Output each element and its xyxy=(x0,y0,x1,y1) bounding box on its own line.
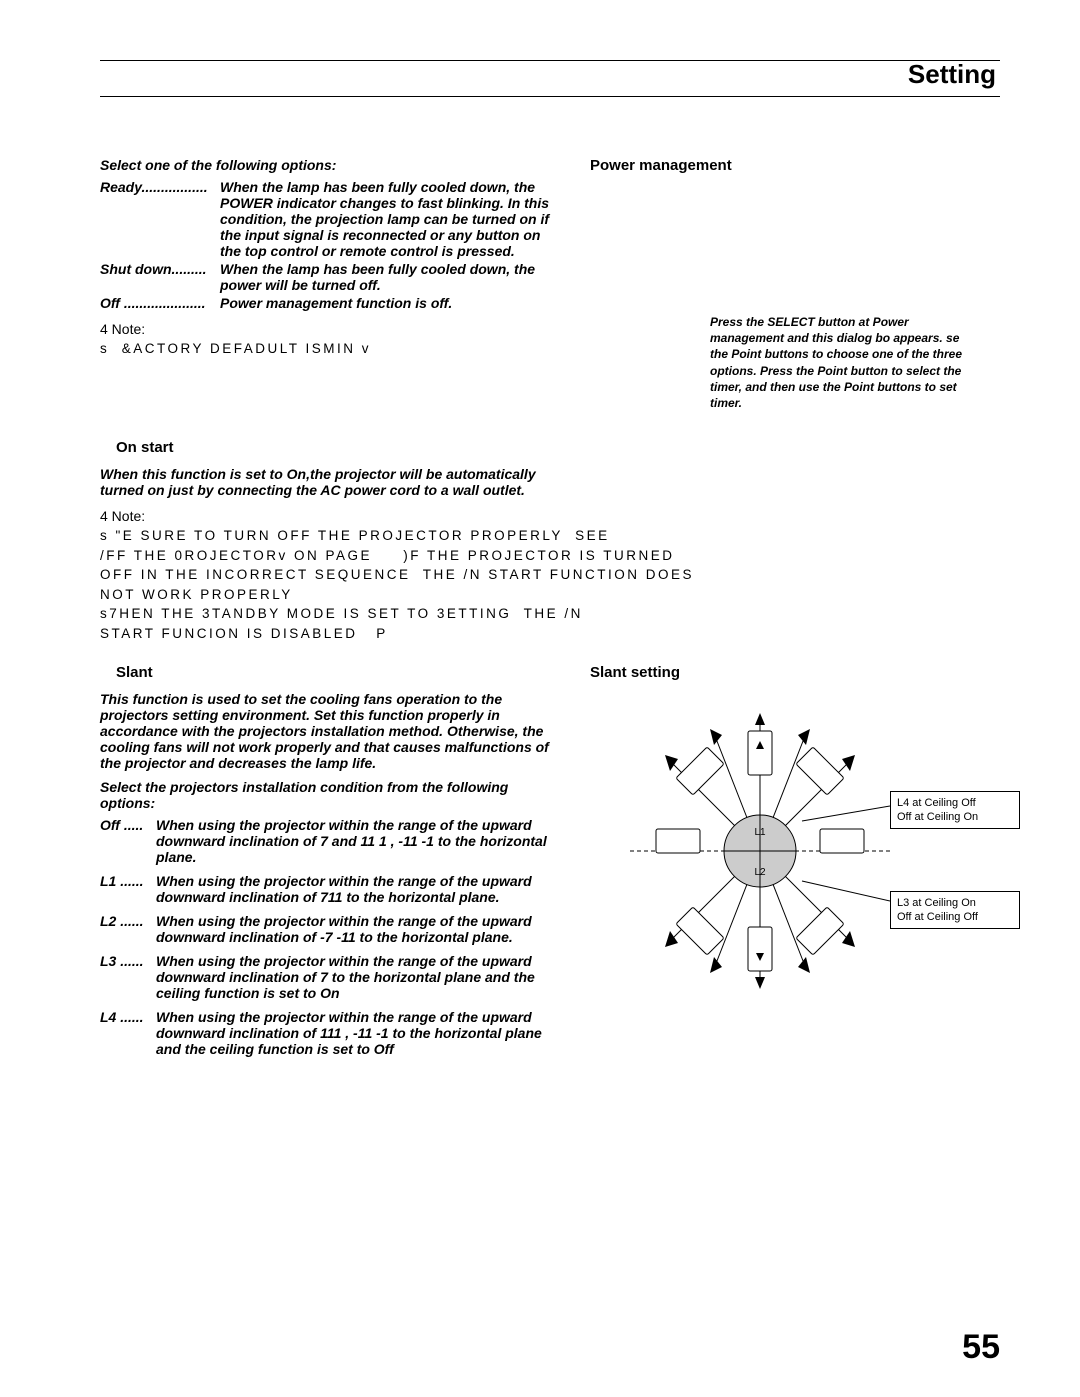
slant-val: When using the projector within the rang… xyxy=(156,873,560,905)
slant-key: L1 ...... xyxy=(100,873,156,905)
legend-bot-l1: L3 at Ceiling On xyxy=(897,896,1013,910)
slant-list: Off ..... When using the projector withi… xyxy=(100,817,560,1057)
slant-key: L3 ...... xyxy=(100,953,156,1001)
pm-val: When the lamp has been fully cooled down… xyxy=(220,261,560,293)
slant-row-l2: L2 ...... When using the projector withi… xyxy=(100,913,560,945)
slant-key: Off ..... xyxy=(100,817,156,865)
legend-bot: L3 at Ceiling On Off at Ceiling Off xyxy=(890,891,1020,930)
diagram-l2: L2 xyxy=(754,867,766,878)
pm-row-off: Off ..................... Power manageme… xyxy=(100,295,560,311)
slant-row-l1: L1 ...... When using the projector withi… xyxy=(100,873,560,905)
slant-val: When using the projector within the rang… xyxy=(156,1009,560,1057)
pm-row-shutdown: Shut down......... When the lamp has bee… xyxy=(100,261,560,293)
slant-left: Slant This function is used to set the c… xyxy=(100,664,560,1065)
slant-heading: Slant xyxy=(116,664,560,681)
slant-key: L2 ...... xyxy=(100,913,156,945)
slant-lead2: Select the projectors installation condi… xyxy=(100,779,560,811)
power-mgmt-lead: Select one of the following options: xyxy=(100,157,560,173)
header-rule-bottom xyxy=(100,96,1000,97)
on-start-note-body: s "E SURE TO TURN OFF THE PROJECTOR PROP… xyxy=(100,526,1000,643)
page-number: 55 xyxy=(962,1328,1000,1367)
on-start-lead: When this function is set to On,the proj… xyxy=(100,466,570,498)
slant-val: When using the projector within the rang… xyxy=(156,953,560,1001)
slant-svg: L1 L2 xyxy=(590,701,990,1001)
power-mgmt-left: Select one of the following options: Rea… xyxy=(100,157,560,411)
power-mgmt-heading: Power management xyxy=(590,157,1000,174)
pm-val: When the lamp has been fully cooled down… xyxy=(220,179,560,259)
pm-note-label: 4 Note: xyxy=(100,321,560,337)
on-start-note-label: 4 Note: xyxy=(100,508,1000,524)
on-start-section: On start When this function is set to On… xyxy=(100,439,1000,643)
pm-key: Shut down......... xyxy=(100,261,220,293)
slant-row-l4: L4 ...... When using the projector withi… xyxy=(100,1009,560,1057)
legend-bot-l2: Off at Ceiling Off xyxy=(897,910,1013,924)
legend-top-l2: Off at Ceiling On xyxy=(897,810,1013,824)
slant-right-heading: Slant setting xyxy=(590,664,1000,681)
power-mgmt-caption: Press the SELECT button at Power managem… xyxy=(710,314,970,411)
slant-diagram: L1 L2 xyxy=(590,701,1000,1006)
pm-val: Power management function is off. xyxy=(220,295,560,311)
power-mgmt-right: Power management Press the SELECT button… xyxy=(590,157,1000,411)
pm-key: Ready................. xyxy=(100,179,220,259)
diagram-l1: L1 xyxy=(754,827,766,838)
slant-lead1: This function is used to set the cooling… xyxy=(100,691,560,771)
slant-val: When using the projector within the rang… xyxy=(156,817,560,865)
pm-note-body: s &ACTORY DEFADULT ISMIN v xyxy=(100,339,560,359)
slant-key: L4 ...... xyxy=(100,1009,156,1057)
legend-top: L4 at Ceiling Off Off at Ceiling On xyxy=(890,791,1020,830)
pm-row-ready: Ready................. When the lamp has… xyxy=(100,179,560,259)
page-title: Setting xyxy=(100,59,1000,90)
legend-top-l1: L4 at Ceiling Off xyxy=(897,796,1013,810)
slant-row-off: Off ..... When using the projector withi… xyxy=(100,817,560,865)
pm-key: Off ..................... xyxy=(100,295,220,311)
slant-row-l3: L3 ...... When using the projector withi… xyxy=(100,953,560,1001)
slant-right: Slant setting xyxy=(590,664,1000,1065)
slant-val: When using the projector within the rang… xyxy=(156,913,560,945)
on-start-heading: On start xyxy=(116,439,1000,456)
